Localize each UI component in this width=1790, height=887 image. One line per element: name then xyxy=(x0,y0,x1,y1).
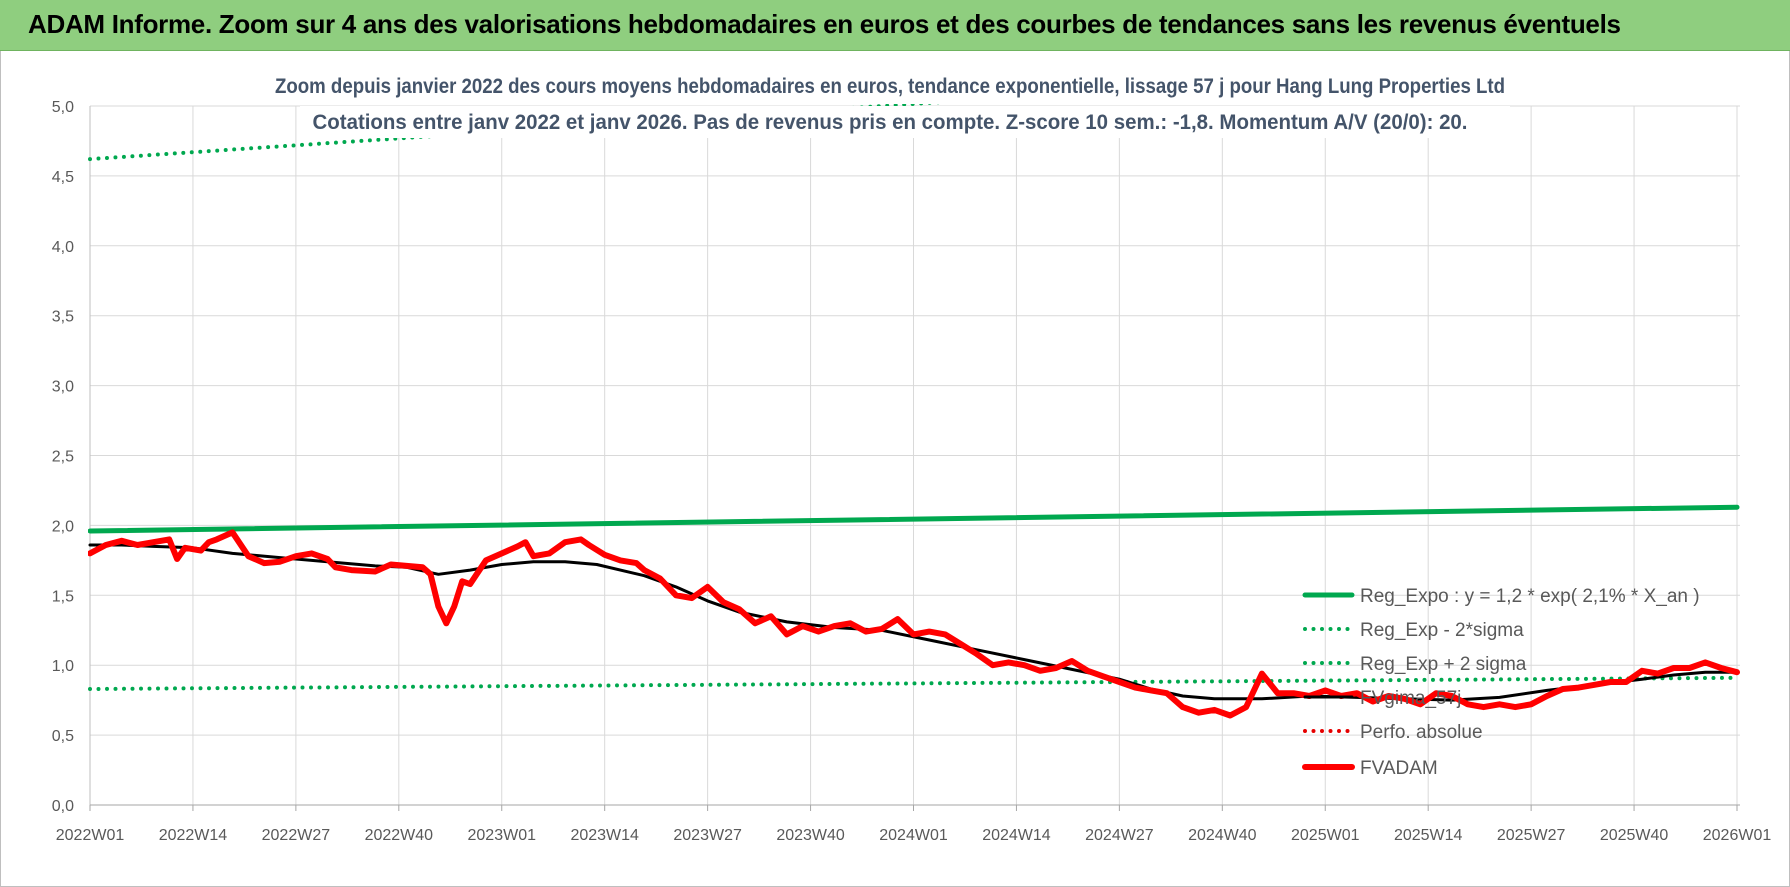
subtitle-backdrop xyxy=(300,106,1510,138)
legend-label-reg-exp-plus-2sigma: Reg_Exp + 2 sigma xyxy=(1360,654,1527,675)
y-tick-label: 4,5 xyxy=(52,169,74,186)
legend-label-fvgima-57j: FVgima_57j xyxy=(1360,688,1461,709)
y-tick-label: 1,0 xyxy=(52,658,74,675)
x-tick-label: 2025W27 xyxy=(1497,827,1566,844)
x-tick-label: 2026W01 xyxy=(1703,827,1772,844)
y-tick-label: 0,0 xyxy=(52,798,74,815)
series-line-fvadam xyxy=(88,529,1740,719)
y-tick-label: 2,5 xyxy=(52,449,74,466)
x-tick-label: 2024W14 xyxy=(982,827,1051,844)
series-line-reg-exp-minus-2sigma xyxy=(88,675,1739,691)
x-tick-label: 2022W40 xyxy=(365,827,434,844)
x-tick-label: 2022W27 xyxy=(262,827,331,844)
legend-label-fvadam: FVADAM xyxy=(1360,758,1438,779)
x-tick-label: 2022W14 xyxy=(159,827,228,844)
y-tick-label: 3,0 xyxy=(52,379,74,396)
x-tick-label: 2022W01 xyxy=(56,827,125,844)
x-tick-label: 2025W01 xyxy=(1291,827,1360,844)
x-tick-label: 2023W40 xyxy=(776,827,845,844)
y-tick-label: 1,5 xyxy=(52,588,74,605)
x-tick-label: 2024W40 xyxy=(1188,827,1257,844)
y-tick-label: 5,0 xyxy=(52,99,74,116)
legend-label-perfo-absolue: Perfo. absolue xyxy=(1360,722,1483,743)
legend: Reg_Expo : y = 1,2 * exp( 2,1% * X_an ) R… xyxy=(1302,586,1700,779)
y-tick-label: 0,5 xyxy=(52,728,74,745)
x-tick-label: 2023W14 xyxy=(570,827,639,844)
chart-title: Zoom depuis janvier 2022 des cours moyen… xyxy=(275,75,1505,98)
plot-area: 0,0 0,5 1,0 1,5 2,0 2,5 3,0 3,5 4,0 4,5 5,0 2022W01… xyxy=(52,99,1772,844)
legend-label-reg-exp-minus-2sigma: Reg_Exp - 2*sigma xyxy=(1360,620,1524,641)
x-tick-label: 2025W40 xyxy=(1600,827,1669,844)
series-line-reg-expo xyxy=(88,504,1740,534)
legend-label-reg-expo: Reg_Expo : y = 1,2 * exp( 2,1% * X_an ) xyxy=(1360,586,1700,607)
y-tick-label: 2,0 xyxy=(52,518,74,535)
x-tick-label: 2025W14 xyxy=(1394,827,1463,844)
x-tick-label: 2023W01 xyxy=(468,827,537,844)
x-tick-label: 2024W01 xyxy=(879,827,948,844)
report-title: ADAM Informe. Zoom sur 4 ans des valoris… xyxy=(28,9,1621,39)
y-tick-label: 4,0 xyxy=(52,239,74,256)
y-tick-label: 3,5 xyxy=(52,309,74,326)
x-tick-label: 2023W27 xyxy=(673,827,742,844)
title-backdrop xyxy=(230,72,1550,102)
report-banner: ADAM Informe. Zoom sur 4 ans des valoris… xyxy=(0,0,1790,51)
x-tick-label: 2024W27 xyxy=(1085,827,1154,844)
chart-subtitle: Cotations entre janv 2022 et janv 2026. … xyxy=(313,111,1468,134)
